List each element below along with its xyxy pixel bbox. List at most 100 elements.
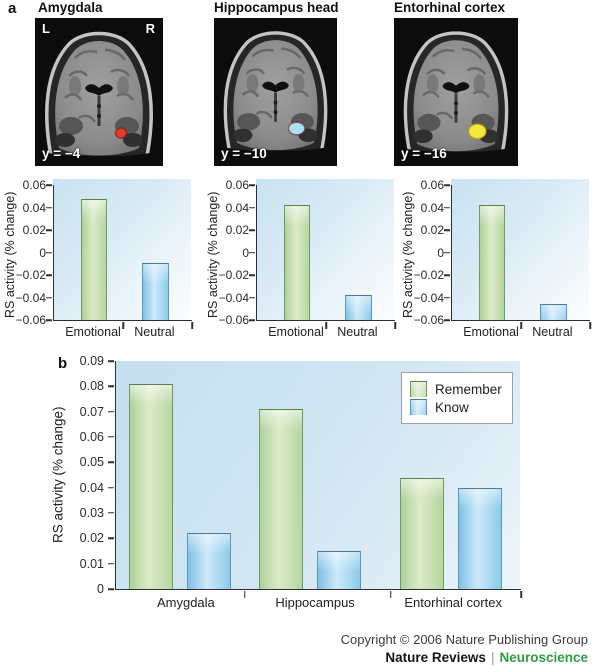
y-tick-label: 0.02 <box>79 531 104 546</box>
y-tick-label: 0 <box>39 245 46 260</box>
brain-slice-illustration <box>35 18 163 166</box>
y-tick-label: 0.08 <box>79 379 104 394</box>
y-tick-mark <box>46 184 52 186</box>
y-tick-mark <box>108 486 114 489</box>
activation-blob <box>114 127 128 139</box>
orientation-label-left: L <box>42 21 50 36</box>
y-tick-label: 0 <box>437 245 444 260</box>
slice-coordinate-label: y = −10 <box>221 146 267 161</box>
remember-swatch <box>410 381 427 397</box>
copyright-text: Copyright © 2006 Nature Publishing Group <box>340 632 588 647</box>
x-category-label: Amygdala <box>156 595 215 610</box>
y-tick-label: 0.06 <box>420 178 444 192</box>
brain-slice-illustration <box>394 18 518 162</box>
midline <box>97 96 101 126</box>
y-tick-mark <box>444 206 450 209</box>
rs-activity-chart-hippocampus: RS activity (% change) 0.06 0.04 0.02 0 −0.0… <box>205 176 405 348</box>
y-tick-mark <box>46 229 52 231</box>
y-axis-ticks: 0.06 0.04 0.02 0 −0.02 −0.04 −0.06 <box>10 178 46 327</box>
bar-remember-hippocampus <box>259 409 304 589</box>
y-tick-label: 0.02 <box>225 223 249 237</box>
y-tick-label: 0.06 <box>22 178 46 192</box>
y-tick-label: 0.05 <box>79 455 104 470</box>
sulcus-patch <box>246 73 259 93</box>
y-tick-label: 0.02 <box>420 223 444 237</box>
y-axis-ticks: 0.06 0.04 0.02 0 −0.02 −0.04 −0.06 <box>213 178 249 327</box>
x-category-label: Emotional <box>463 325 519 339</box>
midline-dot <box>454 111 458 115</box>
y-tick-mark <box>444 296 450 299</box>
x-tick-mark <box>325 321 327 329</box>
bar-remember-entorhinal-cortex <box>399 477 444 589</box>
y-axis-ticks: 0.06 0.04 0.02 0 −0.02 −0.04 −0.06 <box>408 178 444 327</box>
y-tick-mark <box>108 360 114 362</box>
brain-title-entorhinal: Entorhinal cortex <box>394 0 506 15</box>
rs-activity-chart-entorhinal: RS activity (% change) 0.06 0.04 0.02 0 −0.0… <box>400 176 600 348</box>
y-tick-mark <box>249 184 255 186</box>
x-axis-labels: Emotional Neutral <box>53 323 191 343</box>
ventricles <box>442 82 470 94</box>
y-tick-mark <box>108 588 114 590</box>
y-tick-label: 0 <box>242 245 249 260</box>
plot-area <box>249 184 396 329</box>
midline-dot <box>454 101 458 106</box>
brain-mri-entorhinal: y = −16 <box>394 18 518 166</box>
orientation-label-right: R <box>145 21 155 36</box>
legend-label: Remember <box>435 381 502 397</box>
x-tick-mark <box>520 321 522 329</box>
dark-notch <box>233 128 253 142</box>
rs-activity-chart-amygdala: RS activity (% change) 0.06 0.04 0.02 0 −0.0… <box>2 176 202 348</box>
bar-know-hippocampus <box>317 551 362 589</box>
y-tick-mark <box>46 296 52 299</box>
y-tick-mark <box>249 274 255 276</box>
know-swatch <box>410 399 427 415</box>
x-category-label: Emotional <box>65 325 121 339</box>
midline <box>274 92 277 122</box>
bottom-band <box>394 145 518 162</box>
panel-b-label: b <box>58 355 68 372</box>
bar-neutral <box>344 295 372 320</box>
y-tick-label: −0.06 <box>218 313 249 327</box>
journal-line: Nature Reviews | Neuroscience <box>341 650 588 665</box>
y-tick-mark <box>444 229 450 231</box>
activation-blob <box>467 123 487 140</box>
y-tick-mark <box>108 537 114 540</box>
y-tick-mark <box>249 229 255 231</box>
plot-area: Remember Know <box>108 360 522 598</box>
y-axis-ticks: 0.09 0.08 0.07 0.06 0.05 0.04 0.03 0.02 0.01 0 <box>64 354 104 596</box>
y-tick-mark <box>444 274 450 276</box>
legend-item-know: Know <box>410 399 502 415</box>
y-tick-label: 0.01 <box>79 556 104 571</box>
y-tick-mark <box>46 251 52 254</box>
x-category-label: Entorhinal cortex <box>404 595 502 610</box>
x-tick-mark <box>244 590 246 598</box>
y-tick-mark <box>444 251 450 254</box>
slice-coordinate-label: y = −4 <box>42 146 81 161</box>
brain-slice-illustration <box>214 18 337 161</box>
x-tick-mark <box>394 321 396 329</box>
brain-title-amygdala: Amygdala <box>38 0 103 15</box>
y-tick-label: −0.02 <box>15 268 46 282</box>
legend-item-remember: Remember <box>410 381 502 397</box>
sulcus-patch <box>117 76 129 96</box>
y-tick-label: 0.07 <box>79 404 104 419</box>
brain-title-hippocampus: Hippocampus head <box>214 0 339 15</box>
y-tick-label: −0.06 <box>15 313 46 327</box>
sulcus-patch <box>473 74 486 94</box>
midline-dot <box>97 104 101 108</box>
brain-mri-svg <box>35 18 163 166</box>
y-tick-mark <box>108 512 114 514</box>
x-axis-labels: Amygdala Hippocampus Entorhinal cortex <box>115 593 520 613</box>
y-tick-mark <box>249 206 255 209</box>
dark-notch <box>55 133 75 147</box>
y-tick-mark <box>108 410 114 413</box>
x-category-label: Neutral <box>532 325 573 339</box>
bottom-band <box>214 144 337 161</box>
dark-notch <box>413 129 433 143</box>
y-tick-mark <box>108 461 114 464</box>
plot-background <box>451 179 589 320</box>
temporal-region-left <box>417 113 441 132</box>
bar-neutral <box>141 262 169 320</box>
bar-emotional <box>283 205 311 320</box>
